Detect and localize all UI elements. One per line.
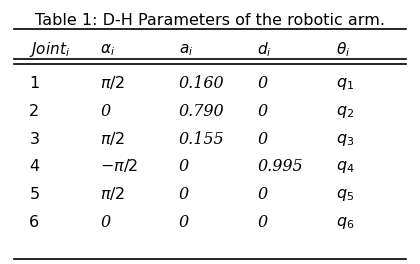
Text: $\theta_i$: $\theta_i$ [336,40,350,59]
Text: 0: 0 [178,186,189,203]
Text: $q_1$: $q_1$ [336,75,354,92]
Text: 0: 0 [257,103,267,120]
Text: 1: 1 [29,76,39,91]
Text: $\pi/2$: $\pi/2$ [100,75,125,92]
Text: 0: 0 [178,214,189,231]
Text: $q_5$: $q_5$ [336,186,354,203]
Text: $q_3$: $q_3$ [336,131,354,148]
Text: $q_4$: $q_4$ [336,158,354,175]
Text: $q_2$: $q_2$ [336,103,354,120]
Text: 0.790: 0.790 [178,103,224,120]
Text: 5: 5 [29,187,39,202]
Text: $q_6$: $q_6$ [336,214,354,231]
Text: 0: 0 [100,103,110,120]
Text: 3: 3 [29,131,39,147]
Text: 0: 0 [257,75,267,92]
Text: 6: 6 [29,215,39,230]
Text: 0: 0 [178,158,189,175]
Text: 0: 0 [257,131,267,148]
Text: $\alpha_i$: $\alpha_i$ [100,42,115,58]
Text: 4: 4 [29,159,39,174]
Text: 0.160: 0.160 [178,75,224,92]
Text: 2: 2 [29,104,39,119]
Text: 0: 0 [257,214,267,231]
Text: $\mathit{Joint}_i$: $\mathit{Joint}_i$ [29,40,71,59]
Text: Table 1: D-H Parameters of the robotic arm.: Table 1: D-H Parameters of the robotic a… [35,13,385,28]
Text: 0: 0 [257,186,267,203]
Text: $\pi/2$: $\pi/2$ [100,131,125,148]
Text: $-\pi/2$: $-\pi/2$ [100,158,138,175]
Text: $d_i$: $d_i$ [257,40,272,59]
Text: 0: 0 [100,214,110,231]
Text: $\pi/2$: $\pi/2$ [100,186,125,203]
Text: 0.155: 0.155 [178,131,224,148]
Text: $a_i$: $a_i$ [178,42,193,58]
Text: 0.995: 0.995 [257,158,303,175]
